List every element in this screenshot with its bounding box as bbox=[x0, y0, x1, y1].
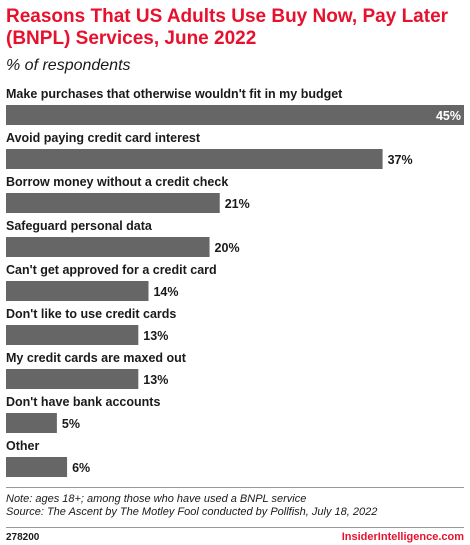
category-label: Make purchases that otherwise wouldn't f… bbox=[6, 87, 343, 101]
bar-chart: Make purchases that otherwise wouldn't f… bbox=[6, 87, 464, 477]
data-label: 45% bbox=[436, 109, 461, 123]
chart-subtitle: % of respondents bbox=[6, 57, 131, 74]
category-label: Borrow money without a credit check bbox=[6, 175, 228, 189]
category-label: Don't like to use credit cards bbox=[6, 307, 176, 321]
bar bbox=[6, 325, 139, 345]
chart-title: Reasons That US Adults Use Buy Now, Pay … bbox=[6, 6, 449, 49]
data-label: 37% bbox=[388, 153, 413, 167]
category-label: Don't have bank accounts bbox=[6, 395, 160, 409]
bar bbox=[6, 193, 220, 213]
bar bbox=[6, 237, 210, 257]
category-label: Other bbox=[6, 439, 39, 453]
category-label: Safeguard personal data bbox=[6, 219, 153, 233]
category-label: My credit cards are maxed out bbox=[6, 351, 187, 365]
data-label: 5% bbox=[62, 417, 80, 431]
brand-link[interactable]: InsiderIntelligence.com bbox=[341, 531, 464, 543]
footer-divider bbox=[6, 487, 464, 488]
data-label: 13% bbox=[143, 329, 168, 343]
data-label: 6% bbox=[72, 461, 90, 475]
chart-notes: Note: ages 18+; among those who have use… bbox=[6, 493, 466, 519]
data-label: 14% bbox=[153, 285, 178, 299]
data-label: 13% bbox=[143, 373, 168, 387]
bar bbox=[6, 369, 139, 389]
chart-source: Source: The Ascent by The Motley Fool co… bbox=[6, 506, 378, 518]
bar bbox=[6, 105, 464, 125]
bottom-divider bbox=[6, 527, 464, 528]
bar bbox=[6, 413, 57, 433]
data-label: 20% bbox=[215, 241, 240, 255]
data-label: 21% bbox=[225, 197, 250, 211]
bar bbox=[6, 457, 68, 477]
chart-id: 278200 bbox=[6, 532, 40, 543]
category-label: Avoid paying credit card interest bbox=[6, 131, 201, 145]
bar bbox=[6, 281, 149, 301]
chart-note: Note: ages 18+; among those who have use… bbox=[6, 493, 307, 505]
category-label: Can't get approved for a credit card bbox=[6, 263, 217, 277]
bar bbox=[6, 149, 383, 169]
